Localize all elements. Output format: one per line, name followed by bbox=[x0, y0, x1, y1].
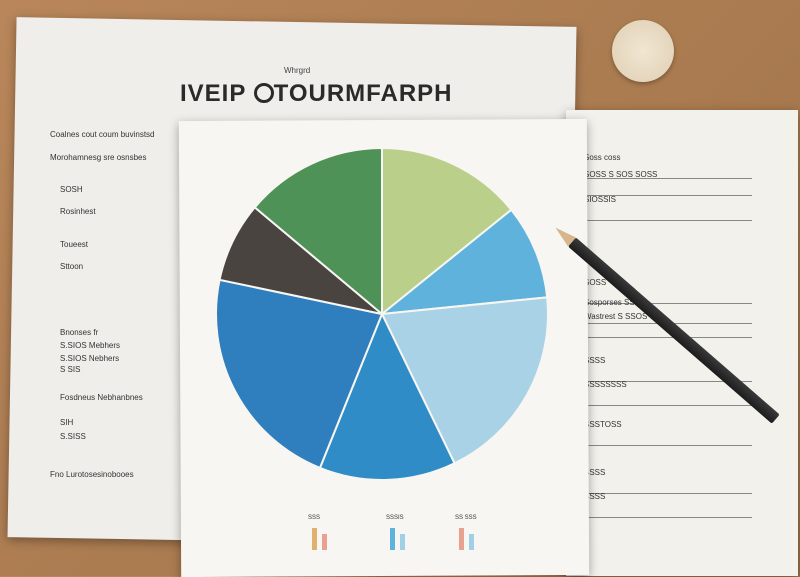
pie-slice bbox=[253, 146, 383, 317]
mini-chart-label: SS SSS bbox=[455, 515, 477, 521]
document-text-line: S.SIOS Mebhers bbox=[60, 341, 121, 350]
mini-bar bbox=[390, 528, 395, 550]
mini-bar bbox=[459, 528, 464, 550]
form-field-label: SOSS bbox=[584, 278, 607, 287]
form-field-label: Soss coss bbox=[584, 153, 621, 162]
form-line bbox=[584, 381, 752, 382]
pie-slice bbox=[215, 278, 384, 470]
form-field-label: SSSSSSSS bbox=[584, 380, 627, 389]
document-text-line: SOSH bbox=[60, 185, 83, 194]
pie-slice bbox=[381, 146, 513, 317]
mini-bar bbox=[312, 528, 317, 550]
form-field-label: SSSTOSS bbox=[584, 420, 622, 429]
form-field-label: SIOSSIS bbox=[584, 195, 617, 204]
form-line bbox=[584, 493, 752, 494]
mini-chart-label: SSS bbox=[308, 515, 321, 521]
mini-bar-chart: SSSIS bbox=[386, 515, 416, 550]
form-line bbox=[584, 405, 752, 406]
form-field-label: SSSS bbox=[584, 492, 606, 501]
form-field-label: Wastrest S SSOS bbox=[584, 312, 648, 321]
logo-icon bbox=[253, 83, 274, 103]
mini-bar-chart: SS SSS bbox=[455, 515, 485, 550]
document-text-line: S SIS bbox=[60, 365, 81, 374]
document-text-line: Rosinhest bbox=[60, 207, 96, 216]
form-line bbox=[584, 445, 752, 446]
form-field-label: SOSS S SOS SOSS bbox=[584, 170, 658, 179]
mini-bar bbox=[400, 534, 405, 550]
document-title: IVEIP TOURMFARPH bbox=[180, 80, 453, 108]
document-text-line: S.SIOS Nebhers bbox=[60, 354, 120, 363]
document-text-line: Fno Lurotosesinobooes bbox=[50, 470, 134, 479]
document-text-line: SIH bbox=[60, 418, 74, 427]
document-text-line: Sttoon bbox=[60, 262, 84, 271]
form-field-label: SSSS bbox=[584, 468, 606, 477]
document-text-line: Fosdneus Nebhanbnes bbox=[60, 393, 143, 402]
mini-chart-label: SSSIS bbox=[386, 515, 404, 521]
form-line bbox=[584, 337, 752, 338]
document-subtitle: Whrgrd bbox=[284, 66, 311, 75]
document-text-line: Coalnes cout coum buvinstsd bbox=[50, 130, 155, 139]
pie-slice bbox=[318, 311, 456, 481]
form-line bbox=[584, 517, 752, 518]
form-line bbox=[584, 178, 752, 179]
form-field-label: SSSS bbox=[584, 356, 606, 365]
coin bbox=[612, 20, 674, 82]
title-part-2: TOURMFARPH bbox=[273, 80, 453, 107]
mini-bar bbox=[322, 534, 327, 550]
form-line bbox=[584, 195, 752, 196]
document-text-line: Toueest bbox=[60, 240, 89, 249]
form-field-label: Sosporses SSOS bbox=[584, 298, 647, 307]
mini-bar bbox=[469, 534, 474, 550]
document-text-line: Morohamnesg sre osnsbes bbox=[50, 153, 147, 162]
pie-slice bbox=[378, 208, 549, 316]
form-line bbox=[584, 303, 752, 304]
form-line bbox=[584, 220, 752, 221]
mini-bar-chart: SSS bbox=[308, 515, 338, 550]
document-text-line: Bnonses fr bbox=[60, 328, 99, 337]
document-text-line: S.SISS bbox=[60, 432, 86, 441]
pie-slice bbox=[380, 296, 549, 465]
title-part-1: IVEIP bbox=[180, 80, 246, 107]
